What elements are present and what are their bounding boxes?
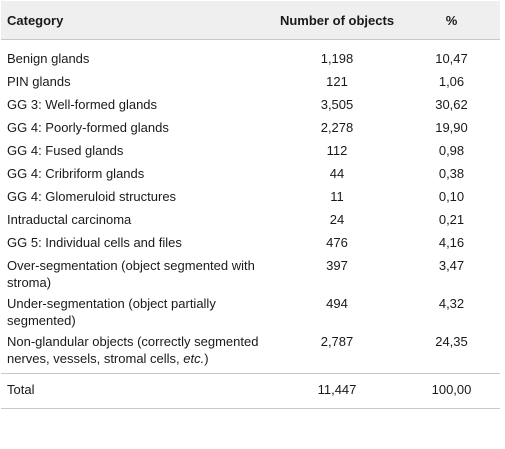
cell-count: 494 — [326, 296, 348, 311]
cell-count: 476 — [326, 235, 348, 250]
table-row: Over-segmentation (object segmented with… — [1, 255, 500, 293]
table-row: GG 5: Individual cells and files 476 4,1… — [1, 232, 500, 255]
total-count: 11,447 — [271, 373, 403, 409]
cell-category: Non-glandular objects (correctly segment… — [1, 331, 271, 369]
cell-count: 121 — [326, 74, 348, 89]
cell-count: 2,787 — [320, 334, 354, 349]
cell-percent: 30,62 — [435, 97, 468, 112]
table-row: Benign glands 1,198 10,47 — [1, 40, 500, 72]
total-label: Total — [1, 373, 271, 409]
cell-percent: 4,32 — [438, 296, 465, 311]
cell-count: 3,505 — [320, 97, 354, 112]
category-text: Non-glandular objects (correctly segment… — [7, 334, 259, 366]
cell-count: 44 — [329, 166, 345, 181]
cell-category: GG 4: Glomeruloid structures — [7, 189, 177, 204]
category-text-end: ) — [204, 351, 209, 366]
cell-category: GG 4: Cribriform glands — [7, 166, 145, 181]
cell-category: Under-segmentation (object partially seg… — [7, 296, 216, 328]
cell-count: 24 — [329, 212, 345, 227]
table-row: GG 4: Poorly-formed glands 2,278 19,90 — [1, 117, 500, 140]
category-text-italic: etc. — [183, 351, 205, 366]
cell-percent: 3,47 — [438, 258, 465, 273]
cell-category: Intraductal carcinoma — [7, 212, 132, 227]
objects-table: Category Number of objects % Benign glan… — [1, 1, 500, 409]
table-row: GG 3: Well-formed glands 3,505 30,62 — [1, 94, 500, 117]
header-category: Category — [1, 1, 271, 40]
cell-percent: 19,90 — [435, 120, 468, 135]
cell-count: 2,278 — [320, 120, 354, 135]
cell-category: GG 3: Well-formed glands — [7, 97, 158, 112]
cell-category: GG 5: Individual cells and files — [7, 235, 182, 250]
cell-percent: 4,16 — [438, 235, 465, 250]
cell-category: GG 4: Poorly-formed glands — [7, 120, 169, 135]
header-count: Number of objects — [271, 1, 403, 40]
table-row: PIN glands 121 1,06 — [1, 71, 500, 94]
header-percent: % — [403, 1, 500, 40]
cell-count: 112 — [326, 143, 348, 158]
cell-count: 11 — [330, 189, 344, 204]
cell-category: GG 4: Fused glands — [7, 143, 124, 158]
cell-category: Benign glands — [7, 51, 90, 66]
cell-percent: 24,35 — [435, 334, 468, 349]
cell-percent: 1,06 — [438, 74, 465, 89]
cell-percent: 0,98 — [438, 143, 465, 158]
cell-count: 397 — [326, 258, 348, 273]
table-row: Under-segmentation (object partially seg… — [1, 293, 500, 331]
cell-percent: 0,21 — [438, 212, 465, 227]
cell-count: 1,198 — [320, 51, 354, 66]
total-percent: 100,00 — [403, 373, 500, 409]
total-row: Total 11,447 100,00 — [1, 373, 500, 409]
table-row: GG 4: Glomeruloid structures 11 0,10 — [1, 186, 500, 209]
cell-category: Over-segmentation (object segmented with… — [7, 258, 255, 290]
table-row: GG 4: Cribriform glands 44 0,38 — [1, 163, 500, 186]
cell-percent: 0,10 — [438, 189, 465, 204]
table-row: Intraductal carcinoma 24 0,21 — [1, 209, 500, 232]
table-row: Non-glandular objects (correctly segment… — [1, 331, 500, 369]
cell-category: PIN glands — [7, 74, 71, 89]
table-row: GG 4: Fused glands 112 0,98 — [1, 140, 500, 163]
cell-percent: 0,38 — [438, 166, 465, 181]
table-header-row: Category Number of objects % — [1, 1, 500, 40]
cell-percent: 10,47 — [435, 51, 468, 66]
